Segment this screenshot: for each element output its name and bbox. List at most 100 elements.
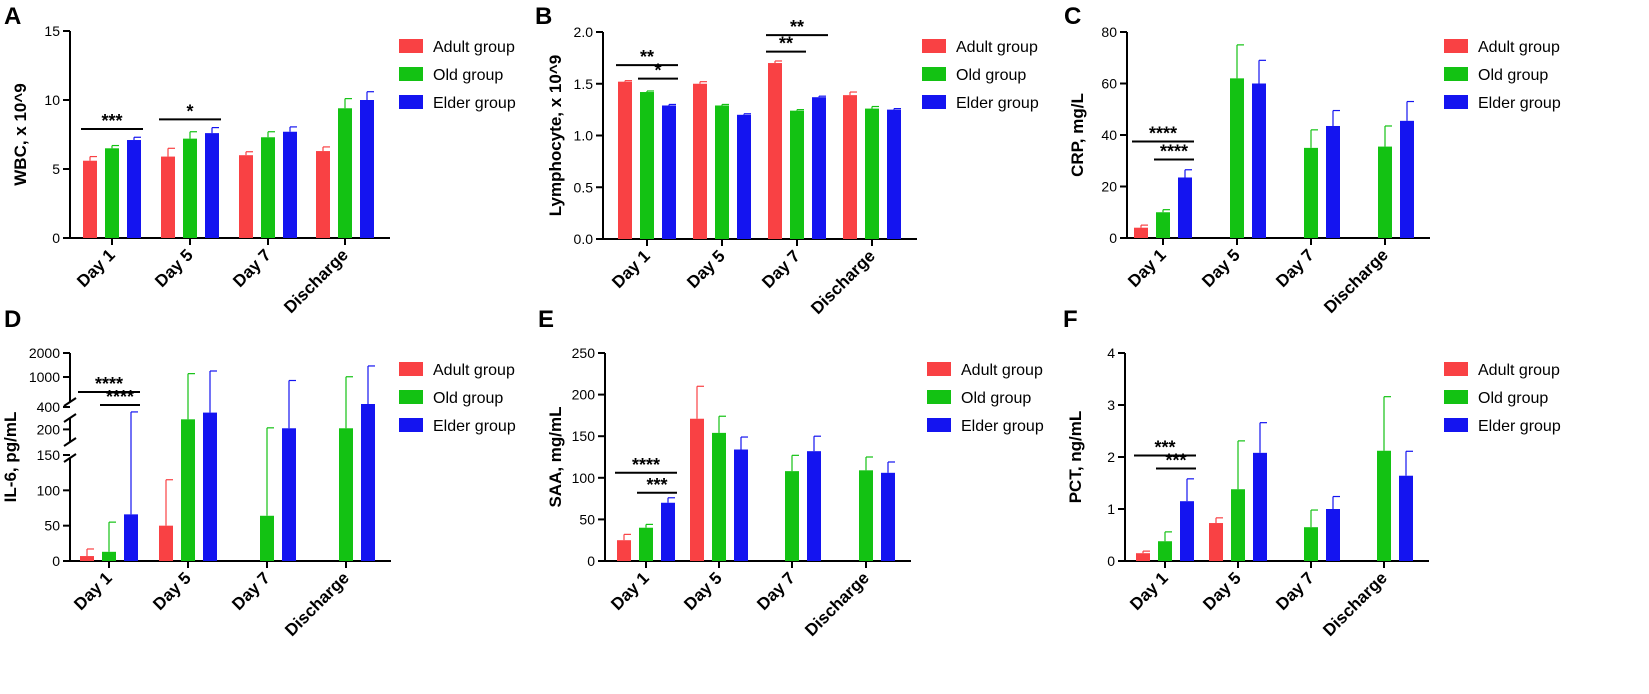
bar bbox=[690, 418, 704, 561]
legend-swatch bbox=[927, 418, 951, 432]
x-tick-label: Day 1 bbox=[1126, 568, 1172, 614]
significance-label: **** bbox=[1160, 141, 1188, 161]
y-tick-label: 0 bbox=[587, 553, 595, 569]
bar bbox=[1304, 527, 1318, 561]
bar bbox=[339, 428, 353, 561]
y-tick-label: 0 bbox=[1107, 553, 1115, 569]
panel-letter: E bbox=[538, 306, 554, 333]
legend-swatch bbox=[399, 67, 423, 81]
y-tick-label: 1000 bbox=[29, 369, 60, 385]
bar bbox=[127, 140, 141, 238]
y-axis-title: WBC, x 10^9 bbox=[11, 83, 30, 186]
significance-label: **** bbox=[95, 374, 123, 394]
bar bbox=[80, 556, 94, 561]
significance-label: *** bbox=[1165, 450, 1186, 470]
panel-a: A 0 5 10 15 WBC, x 10^9 Day 1 Day 5 Day 7 Dischar… bbox=[4, 3, 516, 317]
legend-swatch bbox=[1444, 39, 1468, 53]
axis-break-mark bbox=[63, 437, 77, 447]
legend-label: Elder group bbox=[433, 95, 516, 112]
x-tick-label: Day 7 bbox=[758, 246, 804, 292]
x-tick-label: Day 1 bbox=[1124, 245, 1170, 291]
panel-e: E 0 50 100 150 200 250 SAA, mg/mL Day 1 Day 5 Day … bbox=[538, 306, 1044, 640]
legend-swatch bbox=[927, 390, 951, 404]
y-tick-label: 50 bbox=[579, 511, 595, 527]
panel-c: C 0 20 40 60 80 CRP, mg/L Day 1 Day 5 Day 7 Discha… bbox=[1064, 3, 1561, 317]
y-tick-label: 10 bbox=[44, 92, 60, 108]
y-tick-label: 0 bbox=[52, 230, 60, 246]
panel-letter: F bbox=[1063, 306, 1078, 333]
panel-d: D 0 50 100 150 200 400 1000 2000 IL-6, pg/mL Day 1… bbox=[1, 306, 516, 640]
bar bbox=[360, 100, 374, 238]
significance-label: ** bbox=[640, 47, 654, 67]
y-tick-label: 1 bbox=[1107, 501, 1115, 517]
x-tick-label: Discharge bbox=[281, 568, 353, 640]
y-tick-label: 250 bbox=[572, 345, 596, 361]
y-axis-title: SAA, mg/mL bbox=[546, 406, 565, 507]
bar bbox=[203, 412, 217, 561]
legend-swatch bbox=[399, 362, 423, 376]
bar bbox=[159, 525, 173, 561]
x-tick-label: Discharge bbox=[280, 245, 352, 317]
legend-label: Adult group bbox=[433, 362, 515, 379]
panel-letter: A bbox=[4, 3, 21, 30]
significance-label: ** bbox=[790, 17, 804, 37]
bar bbox=[1326, 509, 1340, 561]
x-tick-label: Day 7 bbox=[1272, 568, 1318, 614]
bar bbox=[618, 81, 632, 240]
y-tick-label: 2 bbox=[1107, 449, 1115, 465]
legend-label: Old group bbox=[961, 390, 1031, 407]
y-tick-label: 0.0 bbox=[574, 231, 594, 247]
bar bbox=[239, 155, 253, 238]
legend-label: Elder group bbox=[1478, 95, 1561, 112]
bar bbox=[640, 92, 654, 239]
legend-swatch bbox=[399, 390, 423, 404]
significance-label: * bbox=[186, 101, 193, 121]
y-tick-label: 2.0 bbox=[574, 24, 594, 40]
bar bbox=[1231, 489, 1245, 561]
bar bbox=[881, 472, 895, 561]
bar bbox=[712, 432, 726, 561]
bar bbox=[1326, 125, 1340, 238]
legend-label: Adult group bbox=[961, 362, 1043, 379]
bar bbox=[1156, 212, 1170, 238]
y-tick-label: 0 bbox=[1109, 230, 1117, 246]
y-tick-label: 100 bbox=[37, 482, 61, 498]
x-tick-label: Day 5 bbox=[149, 568, 195, 614]
bar bbox=[102, 551, 116, 561]
legend-swatch bbox=[922, 39, 946, 53]
legend-label: Elder group bbox=[956, 95, 1039, 112]
bar bbox=[1209, 523, 1223, 561]
bar bbox=[1178, 177, 1192, 238]
y-tick-label: 15 bbox=[44, 23, 60, 39]
bar bbox=[785, 471, 799, 561]
bar bbox=[734, 449, 748, 561]
bar bbox=[282, 428, 296, 561]
bar bbox=[1253, 452, 1267, 561]
x-tick-label: Day 5 bbox=[1198, 245, 1244, 291]
panel-letter: B bbox=[535, 3, 552, 30]
panel-f: F 0 1 2 3 4 PCT, ng/mL Day 1 Day 5 Day 7 Discharge… bbox=[1063, 306, 1561, 640]
x-tick-label: Discharge bbox=[801, 568, 873, 640]
legend-swatch bbox=[399, 95, 423, 109]
panel-letter: D bbox=[4, 306, 21, 333]
bar bbox=[768, 63, 782, 239]
bar bbox=[1230, 78, 1244, 238]
bar bbox=[124, 514, 138, 561]
y-axis-title: PCT, ng/mL bbox=[1066, 411, 1085, 504]
bar bbox=[105, 148, 119, 238]
bar bbox=[205, 133, 219, 238]
bar bbox=[662, 105, 676, 239]
y-tick-label: 0.5 bbox=[574, 179, 594, 195]
bar bbox=[283, 131, 297, 238]
legend-label: Adult group bbox=[1478, 39, 1560, 56]
y-tick-label: 3 bbox=[1107, 397, 1115, 413]
legend-label: Old group bbox=[1478, 67, 1548, 84]
bar bbox=[639, 527, 653, 561]
legend-swatch bbox=[927, 362, 951, 376]
legend-label: Adult group bbox=[956, 39, 1038, 56]
x-tick-label: Discharge bbox=[1320, 245, 1392, 317]
bar bbox=[1134, 227, 1148, 238]
legend-swatch bbox=[922, 67, 946, 81]
y-tick-label: 200 bbox=[37, 421, 61, 437]
legend-swatch bbox=[1444, 95, 1468, 109]
